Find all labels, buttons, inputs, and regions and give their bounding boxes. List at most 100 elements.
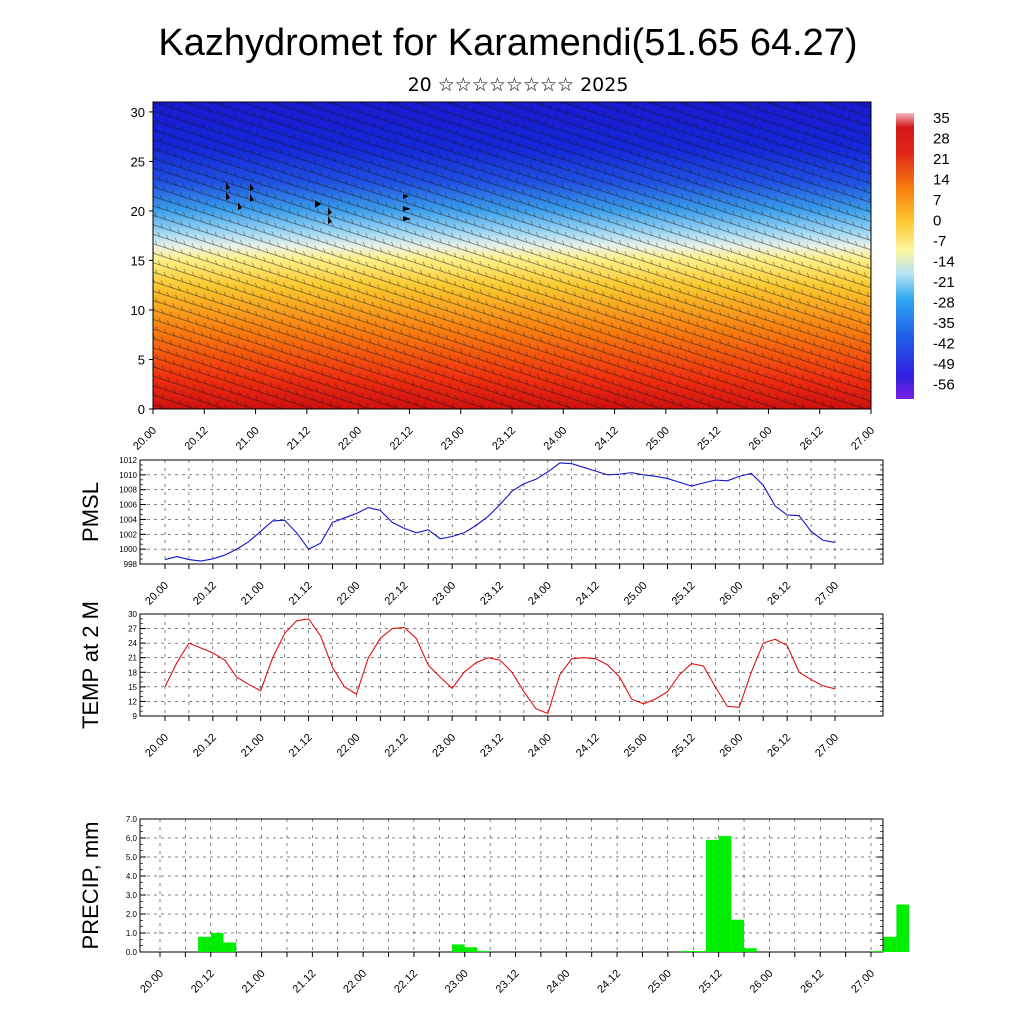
colorbar-label: 28 <box>933 131 950 148</box>
pmsl-line <box>164 462 836 562</box>
x-tick-label: 26.12 <box>765 580 793 608</box>
precip-bar <box>477 951 491 952</box>
wind-flags <box>226 182 411 224</box>
cs-y-tick-label: 10 <box>131 303 145 318</box>
x-tick-label: 25.12 <box>697 968 725 996</box>
axis-label: PMSL <box>78 482 103 542</box>
precip-bar <box>744 948 757 952</box>
precip-bar <box>896 904 910 952</box>
y-tick-label: 6.0 <box>126 834 138 843</box>
x-tick-label: 27.00 <box>813 580 841 608</box>
cross-section-x-axis: 20.00 20.12 21.00 21.12 22.00 22.12 23.00 23.12… <box>131 409 877 453</box>
y-tick-label: 21 <box>128 654 137 663</box>
y-tick-label: 1004 <box>119 515 137 524</box>
colorbar-label: -56 <box>933 377 955 394</box>
precip-bar <box>871 951 884 952</box>
axis-label: PRECIP, mm <box>78 822 103 950</box>
precip-bar <box>731 919 745 952</box>
panel-frame <box>139 459 884 565</box>
y-tick-label: 1006 <box>119 501 137 510</box>
x-tick-label: 23.12 <box>494 968 522 996</box>
x-tick-label: 25.00 <box>646 968 674 996</box>
x-tick-label: 25.12 <box>670 732 698 760</box>
y-tick-label: 998 <box>124 560 138 569</box>
x-tick-label: 22.12 <box>392 968 420 996</box>
x-tick-label: 22.12 <box>382 580 410 608</box>
x-tick-label: 26.12 <box>765 732 793 760</box>
cs-y-tick-label: 30 <box>131 105 145 120</box>
cs-y-tick-label: 15 <box>131 253 145 268</box>
x-tick-label: 26.12 <box>798 968 826 996</box>
x-tick-label: 22.12 <box>382 732 410 760</box>
y-tick-label: 4.0 <box>126 872 138 881</box>
colorbar-label: -28 <box>933 295 955 312</box>
temp-line <box>164 618 836 715</box>
precip-panel: 0.0 1.0 2.0 3.0 4.0 5.0 6.0 7.0 20.00 20.12 21.00 2… <box>78 815 910 996</box>
precip-bar <box>680 951 694 952</box>
cs-y-tick-label: 0 <box>138 402 145 417</box>
panel-frame <box>139 818 884 953</box>
cs-x-tick-label: 21.00 <box>234 425 262 453</box>
x-tick-label: 21.12 <box>287 580 315 608</box>
x-tick-label: 24.12 <box>574 732 602 760</box>
x-tick-label: 25.00 <box>622 732 650 760</box>
figure-subtitle: 20 ☆☆☆☆☆☆☆☆ 2025 <box>408 74 629 96</box>
x-tick-label: 20.00 <box>143 580 171 608</box>
colorbar-label: -14 <box>933 254 955 271</box>
colorbar-bar <box>896 113 914 399</box>
y-tick-label: 1002 <box>119 530 137 539</box>
x-tick-label: 23.12 <box>478 732 506 760</box>
y-tick-label: 7.0 <box>126 815 138 824</box>
colorbar-label: -35 <box>933 315 955 332</box>
cs-x-tick-label: 26.00 <box>747 425 775 453</box>
x-tick-label: 24.00 <box>526 732 554 760</box>
y-tick-label: 1008 <box>119 486 137 495</box>
x-tick-label: 27.00 <box>813 732 841 760</box>
y-tick-label: 24 <box>128 639 137 648</box>
precip-bar <box>693 951 706 952</box>
colorbar-label: -21 <box>933 274 955 291</box>
cs-x-tick-label: 23.12 <box>490 425 518 453</box>
colorbar-label: -42 <box>933 336 955 353</box>
x-tick-label: 26.00 <box>717 580 745 608</box>
y-tick-label: 1010 <box>119 471 137 480</box>
x-tick-label: 20.12 <box>189 968 217 996</box>
cs-x-tick-label: 23.00 <box>439 425 467 453</box>
x-tick-label: 24.12 <box>595 968 623 996</box>
cs-x-tick-label: 25.00 <box>644 425 672 453</box>
cs-x-tick-label: 20.00 <box>131 425 159 453</box>
x-tick-label: 21.00 <box>239 732 267 760</box>
panel-frame <box>139 613 884 717</box>
precip-bar <box>223 942 237 952</box>
x-tick-label: 26.00 <box>717 732 745 760</box>
y-tick-label: 1012 <box>119 456 137 465</box>
x-tick-label: 22.00 <box>335 580 363 608</box>
cs-y-tick-label: 25 <box>131 154 145 169</box>
x-tick-label: 23.00 <box>443 968 471 996</box>
cs-y-tick-label: 20 <box>131 204 145 219</box>
x-tick-label: 20.12 <box>191 732 219 760</box>
colorbar-label: -7 <box>933 233 946 250</box>
x-tick-label: 21.00 <box>240 968 268 996</box>
y-tick-label: 12 <box>128 697 137 706</box>
x-tick-label: 26.00 <box>748 968 776 996</box>
colorbar-label: 14 <box>933 172 950 189</box>
x-tick-label: 20.00 <box>143 732 171 760</box>
cs-x-tick-label: 22.12 <box>388 425 416 453</box>
colorbar-label: -49 <box>933 356 955 373</box>
precip-bar <box>210 933 224 952</box>
cs-x-tick-label: 24.00 <box>541 425 569 453</box>
y-tick-label: 1000 <box>119 545 137 554</box>
wind-barbs <box>153 102 871 409</box>
y-tick-label: 9 <box>133 712 138 721</box>
x-tick-label: 27.00 <box>849 968 877 996</box>
cs-x-tick-label: 21.12 <box>285 425 313 453</box>
precip-bar <box>718 836 732 952</box>
cs-x-tick-label: 27.00 <box>849 425 877 453</box>
x-tick-label: 21.12 <box>291 968 319 996</box>
y-tick-label: 27 <box>128 625 137 634</box>
precip-bar <box>452 944 465 952</box>
x-tick-label: 20.12 <box>191 580 219 608</box>
colorbar-label: 21 <box>933 151 950 168</box>
cs-x-tick-label: 25.12 <box>695 425 723 453</box>
